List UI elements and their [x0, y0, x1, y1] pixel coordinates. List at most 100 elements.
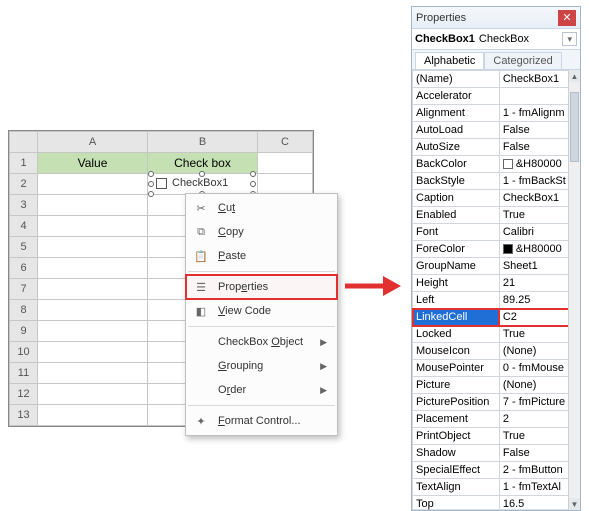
property-name: ForeColor [413, 241, 500, 258]
row-header-11[interactable]: 11 [10, 363, 38, 384]
resize-handle[interactable] [250, 171, 256, 177]
cell[interactable] [38, 195, 148, 216]
row-header-12[interactable]: 12 [10, 384, 38, 405]
checkbox-control[interactable]: CheckBox1 [152, 175, 252, 193]
code-icon: ◧ [192, 302, 210, 320]
scroll-thumb[interactable] [570, 92, 579, 162]
property-row[interactable]: ShadowFalse [413, 445, 580, 462]
menu-label: Copy [218, 226, 244, 238]
row-header-9[interactable]: 9 [10, 321, 38, 342]
property-row[interactable]: BackColor&H80000 [413, 156, 580, 173]
row-header-3[interactable]: 3 [10, 195, 38, 216]
tab-categorized[interactable]: Categorized [484, 52, 561, 69]
blank-icon [192, 381, 210, 399]
property-row[interactable]: LinkedCellC2 [413, 309, 580, 326]
cell[interactable] [38, 300, 148, 321]
menu-order[interactable]: Order ▶ [186, 378, 337, 402]
cell[interactable] [38, 237, 148, 258]
menu-separator [188, 271, 335, 272]
cell-B2[interactable]: CheckBox1 [148, 174, 258, 195]
property-name: Left [413, 292, 500, 309]
menu-paste[interactable]: 📋 Paste [186, 244, 337, 268]
property-row[interactable]: LockedTrue [413, 326, 580, 343]
scroll-up-icon[interactable]: ▲ [569, 70, 580, 82]
property-row[interactable]: GroupNameSheet1 [413, 258, 580, 275]
property-row[interactable]: PrintObjectTrue [413, 428, 580, 445]
col-header-B[interactable]: B [148, 132, 258, 153]
tab-alphabetic[interactable]: Alphabetic [415, 52, 484, 69]
object-selector[interactable]: CheckBox1 CheckBox ▾ [412, 29, 580, 50]
cell-C2[interactable] [258, 174, 313, 195]
resize-handle[interactable] [148, 171, 154, 177]
property-row[interactable]: TextAlign1 - fmTextAl [413, 479, 580, 496]
property-row[interactable]: Top16.5 [413, 496, 580, 511]
property-row[interactable]: AutoLoadFalse [413, 122, 580, 139]
property-row[interactable]: MouseIcon(None) [413, 343, 580, 360]
row-header-8[interactable]: 8 [10, 300, 38, 321]
property-row[interactable]: PicturePosition7 - fmPicture [413, 394, 580, 411]
menu-label: Properties [218, 281, 268, 293]
scroll-down-icon[interactable]: ▼ [569, 498, 580, 510]
submenu-arrow-icon: ▶ [320, 385, 327, 396]
menu-view-code[interactable]: ◧ View Code [186, 299, 337, 323]
menu-format-control[interactable]: ✦ Format Control... [186, 409, 337, 433]
property-row[interactable]: Alignment1 - fmAlignm [413, 105, 580, 122]
property-row[interactable]: CaptionCheckBox1 [413, 190, 580, 207]
resize-handle[interactable] [148, 191, 154, 197]
property-row[interactable]: EnabledTrue [413, 207, 580, 224]
menu-grouping[interactable]: Grouping ▶ [186, 354, 337, 378]
row-header-4[interactable]: 4 [10, 216, 38, 237]
menu-copy[interactable]: ⧉ Copy [186, 220, 337, 244]
cut-icon: ✂ [192, 199, 210, 217]
property-row[interactable]: Accelerator [413, 88, 580, 105]
property-row[interactable]: (Name)CheckBox1 [413, 71, 580, 88]
property-row[interactable]: MousePointer0 - fmMouse [413, 360, 580, 377]
property-row[interactable]: Height21 [413, 275, 580, 292]
row-header-10[interactable]: 10 [10, 342, 38, 363]
cell-A1[interactable]: Value [38, 153, 148, 174]
menu-cut[interactable]: ✂ Cut [186, 196, 337, 220]
row-header-13[interactable]: 13 [10, 405, 38, 426]
dropdown-icon[interactable]: ▾ [562, 32, 577, 46]
row-header-5[interactable]: 5 [10, 237, 38, 258]
cell[interactable] [38, 405, 148, 426]
property-row[interactable]: AutoSizeFalse [413, 139, 580, 156]
row-header-6[interactable]: 6 [10, 258, 38, 279]
cell[interactable] [38, 384, 148, 405]
cell[interactable] [38, 216, 148, 237]
blank-icon [192, 333, 210, 351]
cell[interactable] [38, 258, 148, 279]
checkbox-caption: CheckBox1 [172, 177, 228, 189]
property-name: Height [413, 275, 500, 292]
close-button[interactable]: ✕ [558, 10, 576, 26]
row-header-7[interactable]: 7 [10, 279, 38, 300]
property-row[interactable]: FontCalibri [413, 224, 580, 241]
row-header-1[interactable]: 1 [10, 153, 38, 174]
menu-checkbox-object[interactable]: CheckBox Object ▶ [186, 330, 337, 354]
resize-handle[interactable] [148, 181, 154, 187]
resize-handle[interactable] [250, 181, 256, 187]
col-header-C[interactable]: C [258, 132, 313, 153]
color-swatch-icon [503, 244, 513, 254]
cell[interactable] [38, 321, 148, 342]
select-all-corner[interactable] [10, 132, 38, 153]
cell[interactable] [38, 342, 148, 363]
property-row[interactable]: BackStyle1 - fmBackSt [413, 173, 580, 190]
scrollbar[interactable]: ▲ ▼ [568, 70, 580, 510]
property-row[interactable]: ForeColor&H80000 [413, 241, 580, 258]
cell[interactable] [38, 363, 148, 384]
cell-A2[interactable] [38, 174, 148, 195]
properties-titlebar[interactable]: Properties ✕ [412, 7, 580, 29]
copy-icon: ⧉ [192, 223, 210, 241]
cell-C1[interactable] [258, 153, 313, 174]
property-row[interactable]: Placement2 [413, 411, 580, 428]
menu-label: Paste [218, 250, 246, 262]
property-row[interactable]: SpecialEffect2 - fmButton [413, 462, 580, 479]
row-header-2[interactable]: 2 [10, 174, 38, 195]
property-row[interactable]: Picture(None) [413, 377, 580, 394]
properties-tabs: Alphabetic Categorized [412, 50, 580, 70]
property-row[interactable]: Left89.25 [413, 292, 580, 309]
cell[interactable] [38, 279, 148, 300]
menu-properties[interactable]: ☰ Properties [186, 275, 337, 299]
col-header-A[interactable]: A [38, 132, 148, 153]
